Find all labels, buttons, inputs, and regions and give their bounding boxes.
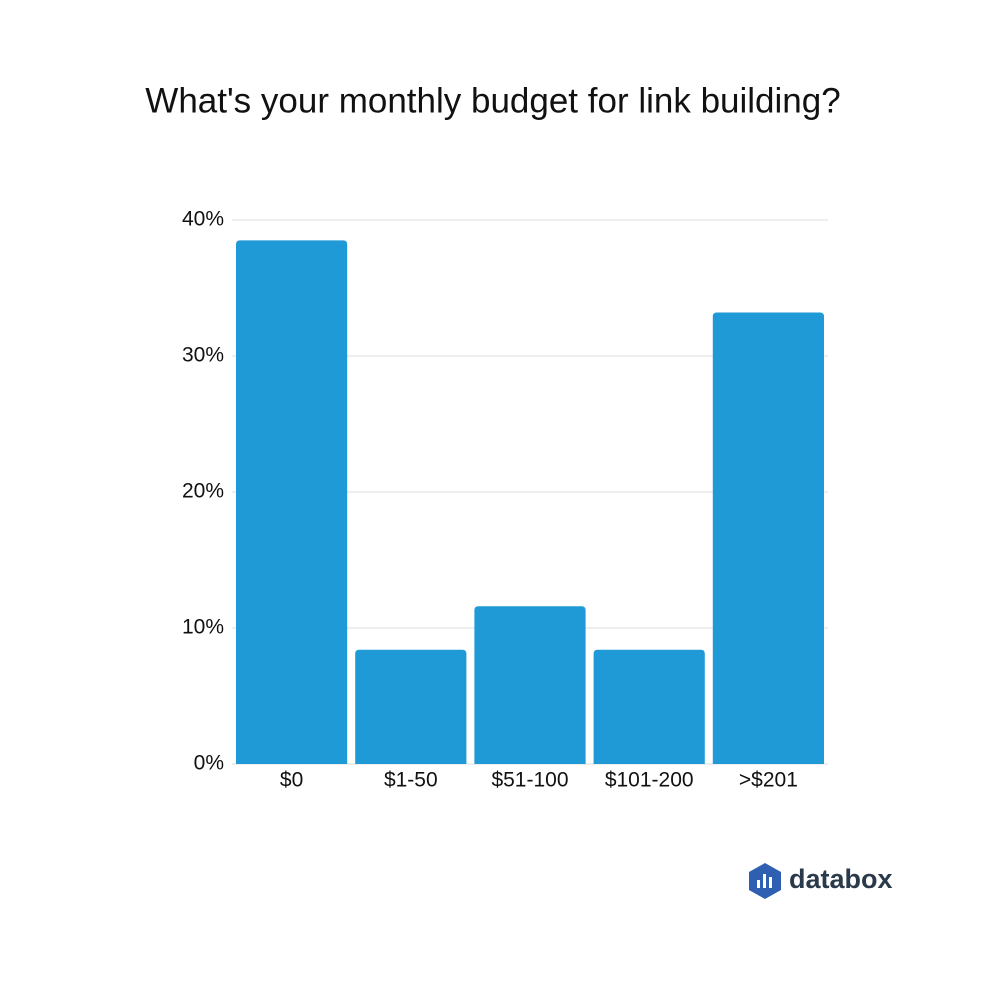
bar [712,312,824,764]
logo-bar [763,874,766,888]
y-tick-label: 20% [182,480,224,503]
x-tick-label: >$201 [739,769,798,792]
y-tick-label: 0% [194,752,224,775]
logo-bar [757,880,760,888]
x-tick-label: $51-100 [491,769,568,792]
logo: databox [749,863,893,899]
y-tick-label: 10% [182,616,224,639]
bar [236,240,348,764]
x-tick-label: $0 [280,769,303,792]
bar [474,606,586,764]
chart-title: What's your monthly budget for link buil… [145,81,840,120]
bar [593,649,705,764]
bar [355,649,467,764]
x-tick-label: $1-50 [384,769,438,792]
brand-name: databox [789,864,893,894]
y-tick-label: 30% [182,344,224,367]
logo-bar [769,877,772,888]
y-tick-label: 40% [182,208,224,231]
x-tick-label: $101-200 [605,769,694,792]
